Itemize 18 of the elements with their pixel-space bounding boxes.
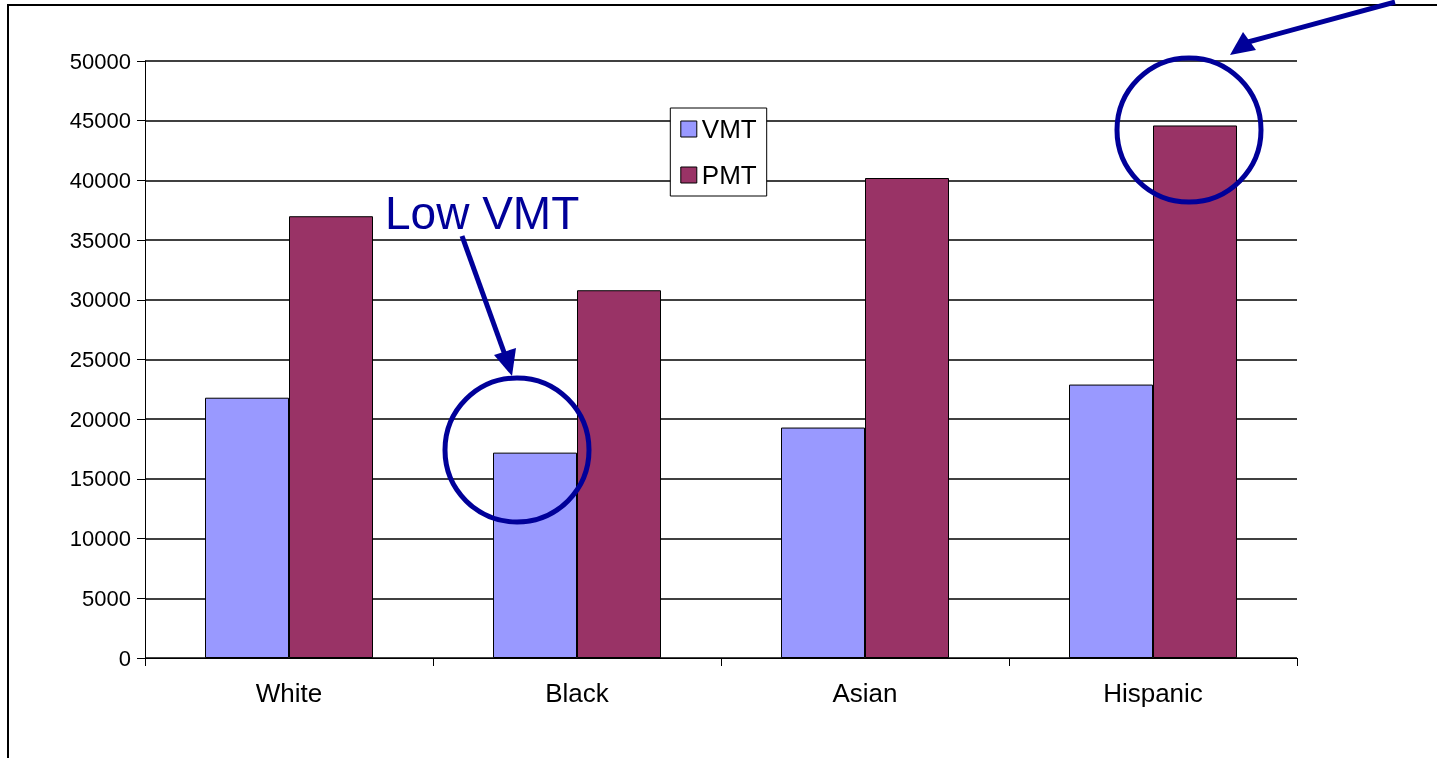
legend-label: VMT (701, 114, 757, 144)
y-tick-label: 30000 (69, 287, 131, 313)
x-tick-label: Black (545, 678, 610, 708)
y-tick-label: 5000 (82, 585, 131, 611)
x-tick-label: Hispanic (1103, 678, 1203, 708)
y-tick-label: 40000 (69, 167, 131, 193)
y-tick-label: 15000 (69, 466, 131, 492)
legend-label: PMT (701, 160, 757, 190)
y-tick-label: 0 (118, 645, 131, 671)
y-tick-label: 20000 (69, 406, 131, 432)
y-tick-label: 50000 (69, 48, 131, 74)
y-tick-label: 35000 (69, 227, 131, 253)
x-tick-label: White (255, 678, 323, 708)
annotation: Low VMT (385, 187, 580, 239)
x-tick-label: Asian (832, 678, 898, 708)
y-tick-label: 45000 (69, 108, 131, 134)
y-tick-label: 25000 (69, 347, 131, 372)
y-tick-label: 10000 (69, 526, 131, 552)
